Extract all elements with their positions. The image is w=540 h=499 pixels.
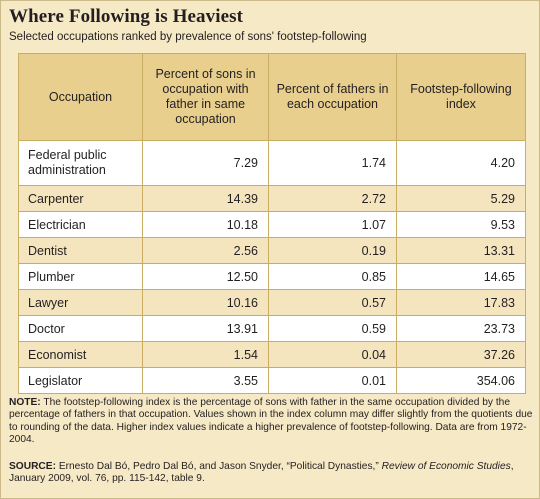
sons-percent-cell: 2.56 — [142, 237, 269, 264]
sons-percent-cell: 7.29 — [142, 140, 269, 186]
fathers-percent-cell: 0.01 — [268, 367, 397, 394]
sons-percent-cell: 14.39 — [142, 185, 269, 212]
fathers-percent-cell: 0.85 — [268, 263, 397, 290]
fathers-percent-cell: 0.57 — [268, 289, 397, 316]
index-cell: 23.73 — [396, 315, 526, 342]
header-percent-sons: Percent of sons in occupation with fathe… — [142, 53, 269, 141]
table-row: Legislator 3.55 0.01 354.06 — [18, 367, 526, 394]
index-cell: 17.83 — [396, 289, 526, 316]
occupation-cell: Dentist — [18, 237, 143, 264]
table-header-row: Occupation Percent of sons in occupation… — [18, 53, 526, 141]
occupation-cell: Electrician — [18, 211, 143, 238]
index-cell: 14.65 — [396, 263, 526, 290]
note-text: The footstep-following index is the perc… — [9, 397, 533, 445]
table-source: SOURCE: Ernesto Dal Bó, Pedro Dal Bó, an… — [9, 461, 533, 486]
table-row: Lawyer 10.16 0.57 17.83 — [18, 289, 526, 316]
note-label: NOTE: — [9, 397, 41, 408]
source-label: SOURCE: — [9, 461, 56, 472]
occupation-cell: Plumber — [18, 263, 143, 290]
source-authors: Ernesto Dal Bó, Pedro Dal Bó, and Jason … — [58, 461, 379, 472]
occupation-table: Occupation Percent of sons in occupation… — [18, 53, 526, 394]
index-cell: 37.26 — [396, 341, 526, 368]
table-row: Electrician 10.18 1.07 9.53 — [18, 211, 526, 238]
sons-percent-cell: 10.16 — [142, 289, 269, 316]
table-row: Dentist 2.56 0.19 13.31 — [18, 237, 526, 264]
occupation-cell: Doctor — [18, 315, 143, 342]
index-cell: 9.53 — [396, 211, 526, 238]
sons-percent-cell: 1.54 — [142, 341, 269, 368]
fathers-percent-cell: 0.19 — [268, 237, 397, 264]
fathers-percent-cell: 2.72 — [268, 185, 397, 212]
index-cell: 4.20 — [396, 140, 526, 186]
occupation-cell: Legislator — [18, 367, 143, 394]
occupation-cell: Lawyer — [18, 289, 143, 316]
occupation-cell: Federal public administration — [18, 140, 143, 186]
figure-title: Where Following is Heaviest — [9, 6, 244, 27]
sons-percent-cell: 10.18 — [142, 211, 269, 238]
table-row: Plumber 12.50 0.85 14.65 — [18, 263, 526, 290]
sons-percent-cell: 12.50 — [142, 263, 269, 290]
fathers-percent-cell: 1.07 — [268, 211, 397, 238]
table-row: Federal public administration 7.29 1.74 … — [18, 140, 526, 186]
header-footstep-index: Footstep-following index — [396, 53, 526, 141]
table-note: NOTE: The footstep-following index is th… — [9, 397, 533, 446]
table-row: Carpenter 14.39 2.72 5.29 — [18, 185, 526, 212]
table-row: Economist 1.54 0.04 37.26 — [18, 341, 526, 368]
sons-percent-cell: 13.91 — [142, 315, 269, 342]
fathers-percent-cell: 0.04 — [268, 341, 397, 368]
occupation-cell: Carpenter — [18, 185, 143, 212]
fathers-percent-cell: 0.59 — [268, 315, 397, 342]
table-row: Doctor 13.91 0.59 23.73 — [18, 315, 526, 342]
occupation-cell: Economist — [18, 341, 143, 368]
sons-percent-cell: 3.55 — [142, 367, 269, 394]
source-details: , January 2009, vol. 76, pp. 115-142, ta… — [9, 461, 514, 485]
figure-subtitle: Selected occupations ranked by prevalenc… — [9, 31, 367, 43]
source-journal: Review of Economic Studies — [381, 461, 511, 472]
index-cell: 13.31 — [396, 237, 526, 264]
header-occupation: Occupation — [18, 53, 143, 141]
fathers-percent-cell: 1.74 — [268, 140, 397, 186]
header-percent-fathers: Percent of fathers in each occupation — [268, 53, 397, 141]
index-cell: 5.29 — [396, 185, 526, 212]
index-cell: 354.06 — [396, 367, 526, 394]
